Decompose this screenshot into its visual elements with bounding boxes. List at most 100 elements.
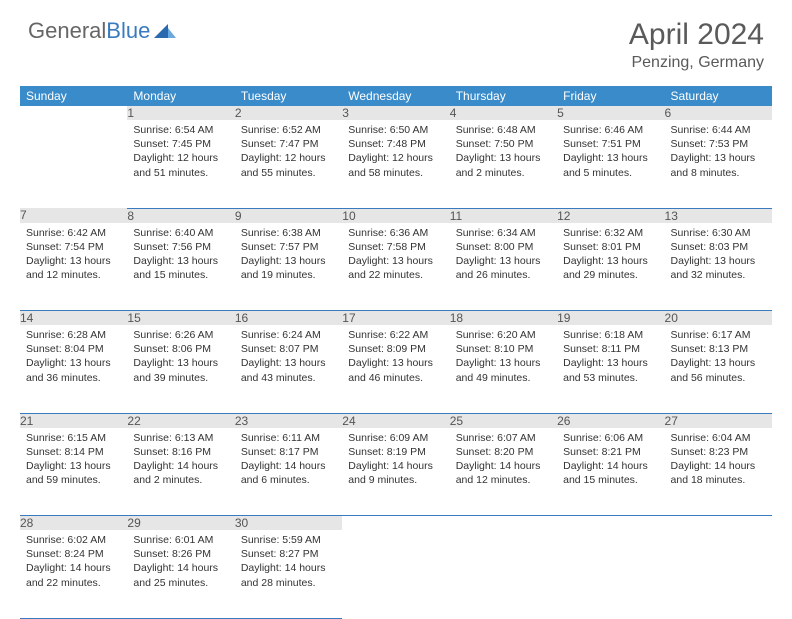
day-number-cell: 7 (20, 208, 127, 223)
day-cell-content: Sunrise: 6:50 AMSunset: 7:48 PMDaylight:… (342, 120, 449, 184)
day-cell: Sunrise: 6:52 AMSunset: 7:47 PMDaylight:… (235, 120, 342, 208)
sunrise-text: Sunrise: 6:26 AM (133, 328, 228, 342)
sunrise-text: Sunrise: 6:54 AM (133, 123, 228, 137)
day-cell-content: Sunrise: 6:30 AMSunset: 8:03 PMDaylight:… (665, 223, 772, 287)
weekday-header: Wednesday (342, 86, 449, 106)
daylight-text: Daylight: 13 hours and 22 minutes. (348, 254, 443, 282)
day-number-cell: 9 (235, 208, 342, 223)
day-cell: Sunrise: 6:04 AMSunset: 8:23 PMDaylight:… (665, 428, 772, 516)
day-cell (20, 120, 127, 208)
day-cell: Sunrise: 5:59 AMSunset: 8:27 PMDaylight:… (235, 530, 342, 618)
day-cell-content: Sunrise: 6:46 AMSunset: 7:51 PMDaylight:… (557, 120, 664, 184)
day-cell-content: Sunrise: 6:06 AMSunset: 8:21 PMDaylight:… (557, 428, 664, 492)
sunrise-text: Sunrise: 6:13 AM (133, 431, 228, 445)
sunset-text: Sunset: 7:51 PM (563, 137, 658, 151)
day-cell-content: Sunrise: 6:44 AMSunset: 7:53 PMDaylight:… (665, 120, 772, 184)
sunrise-text: Sunrise: 6:52 AM (241, 123, 336, 137)
sunrise-text: Sunrise: 6:02 AM (26, 533, 121, 547)
daylight-text: Daylight: 14 hours and 22 minutes. (26, 561, 121, 589)
sunrise-text: Sunrise: 6:36 AM (348, 226, 443, 240)
day-cell: Sunrise: 6:17 AMSunset: 8:13 PMDaylight:… (665, 325, 772, 413)
daylight-text: Daylight: 13 hours and 49 minutes. (456, 356, 551, 384)
daylight-text: Daylight: 13 hours and 5 minutes. (563, 151, 658, 179)
daylight-text: Daylight: 14 hours and 25 minutes. (133, 561, 228, 589)
day-cell: Sunrise: 6:44 AMSunset: 7:53 PMDaylight:… (665, 120, 772, 208)
daylight-text: Daylight: 13 hours and 19 minutes. (241, 254, 336, 282)
day-cell (665, 530, 772, 618)
day-number-cell: 22 (127, 413, 234, 428)
sunrise-text: Sunrise: 6:40 AM (133, 226, 228, 240)
day-cell: Sunrise: 6:09 AMSunset: 8:19 PMDaylight:… (342, 428, 449, 516)
day-cell-content: Sunrise: 6:11 AMSunset: 8:17 PMDaylight:… (235, 428, 342, 492)
sunset-text: Sunset: 8:04 PM (26, 342, 121, 356)
sunrise-text: Sunrise: 6:28 AM (26, 328, 121, 342)
day-cell-content: Sunrise: 6:13 AMSunset: 8:16 PMDaylight:… (127, 428, 234, 492)
daynum-row: 14151617181920 (20, 311, 772, 326)
day-number-cell: 2 (235, 106, 342, 120)
day-cell: Sunrise: 6:20 AMSunset: 8:10 PMDaylight:… (450, 325, 557, 413)
day-cell: Sunrise: 6:13 AMSunset: 8:16 PMDaylight:… (127, 428, 234, 516)
logo: GeneralBlue (28, 18, 176, 44)
day-cell (557, 530, 664, 618)
sunrise-text: Sunrise: 6:18 AM (563, 328, 658, 342)
day-cell-content: Sunrise: 6:52 AMSunset: 7:47 PMDaylight:… (235, 120, 342, 184)
daylight-text: Daylight: 13 hours and 32 minutes. (671, 254, 766, 282)
sunrise-text: Sunrise: 6:48 AM (456, 123, 551, 137)
day-cell-content: Sunrise: 5:59 AMSunset: 8:27 PMDaylight:… (235, 530, 342, 594)
day-cell: Sunrise: 6:18 AMSunset: 8:11 PMDaylight:… (557, 325, 664, 413)
day-number-cell: 11 (450, 208, 557, 223)
daylight-text: Daylight: 14 hours and 2 minutes. (133, 459, 228, 487)
sunset-text: Sunset: 8:06 PM (133, 342, 228, 356)
sunrise-text: Sunrise: 6:32 AM (563, 226, 658, 240)
sunset-text: Sunset: 7:45 PM (133, 137, 228, 151)
week-row: Sunrise: 6:54 AMSunset: 7:45 PM Daylight:… (20, 120, 772, 208)
day-number-cell (450, 516, 557, 531)
daynum-row: 21222324252627 (20, 413, 772, 428)
day-cell-content: Sunrise: 6:32 AMSunset: 8:01 PMDaylight:… (557, 223, 664, 287)
day-cell: Sunrise: 6:50 AMSunset: 7:48 PMDaylight:… (342, 120, 449, 208)
sunrise-text: Sunrise: 6:30 AM (671, 226, 766, 240)
day-cell (450, 530, 557, 618)
day-cell-content: Sunrise: 6:04 AMSunset: 8:23 PMDaylight:… (665, 428, 772, 492)
day-number-cell: 1 (127, 106, 234, 120)
day-number-cell (665, 516, 772, 531)
day-number-cell: 26 (557, 413, 664, 428)
sunset-text: Sunset: 7:53 PM (671, 137, 766, 151)
sunrise-text: Sunrise: 6:15 AM (26, 431, 121, 445)
day-cell: Sunrise: 6:38 AMSunset: 7:57 PMDaylight:… (235, 223, 342, 311)
day-cell-content: Sunrise: 6:01 AMSunset: 8:26 PMDaylight:… (127, 530, 234, 594)
location-label: Penzing, Germany (629, 54, 764, 72)
daylight-text: Daylight: 13 hours and 59 minutes. (26, 459, 121, 487)
sunset-text: Sunset: 8:10 PM (456, 342, 551, 356)
day-cell: Sunrise: 6:34 AMSunset: 8:00 PMDaylight:… (450, 223, 557, 311)
sunset-text: Sunset: 8:09 PM (348, 342, 443, 356)
day-number-cell: 27 (665, 413, 772, 428)
day-cell-content: Sunrise: 6:09 AMSunset: 8:19 PMDaylight:… (342, 428, 449, 492)
daylight-text: Daylight: 14 hours and 18 minutes. (671, 459, 766, 487)
week-row: Sunrise: 6:02 AMSunset: 8:24 PMDaylight:… (20, 530, 772, 618)
day-cell-content: Sunrise: 6:26 AMSunset: 8:06 PMDaylight:… (127, 325, 234, 389)
day-cell: Sunrise: 6:07 AMSunset: 8:20 PMDaylight:… (450, 428, 557, 516)
day-cell: Sunrise: 6:46 AMSunset: 7:51 PMDaylight:… (557, 120, 664, 208)
day-number-cell: 25 (450, 413, 557, 428)
sunset-text: Sunset: 8:19 PM (348, 445, 443, 459)
day-number-cell (342, 516, 449, 531)
day-cell: Sunrise: 6:42 AMSunset: 7:54 PMDaylight:… (20, 223, 127, 311)
day-cell-content: Sunrise: 6:20 AMSunset: 8:10 PMDaylight:… (450, 325, 557, 389)
sunrise-text: Sunrise: 5:59 AM (241, 533, 336, 547)
calendar-body: 123456Sunrise: 6:54 AMSunset: 7:45 PMDay… (20, 106, 772, 618)
day-cell-content: Sunrise: 6:24 AMSunset: 8:07 PMDaylight:… (235, 325, 342, 389)
sunrise-text: Sunrise: 6:06 AM (563, 431, 658, 445)
sunset-text: Sunset: 8:03 PM (671, 240, 766, 254)
day-cell: Sunrise: 6:01 AMSunset: 8:26 PMDaylight:… (127, 530, 234, 618)
sunset-text: Sunset: 8:00 PM (456, 240, 551, 254)
daylight-text: Daylight: 13 hours and 43 minutes. (241, 356, 336, 384)
sunrise-text: Sunrise: 6:42 AM (26, 226, 121, 240)
daylight-text: Daylight: 14 hours and 9 minutes. (348, 459, 443, 487)
month-title: April 2024 (629, 18, 764, 52)
day-number-cell: 21 (20, 413, 127, 428)
daylight-text: Daylight: 13 hours and 26 minutes. (456, 254, 551, 282)
logo-triangle-icon (154, 18, 176, 44)
sunset-text: Sunset: 8:26 PM (133, 547, 228, 561)
day-cell-content: Sunrise: 6:48 AMSunset: 7:50 PMDaylight:… (450, 120, 557, 184)
